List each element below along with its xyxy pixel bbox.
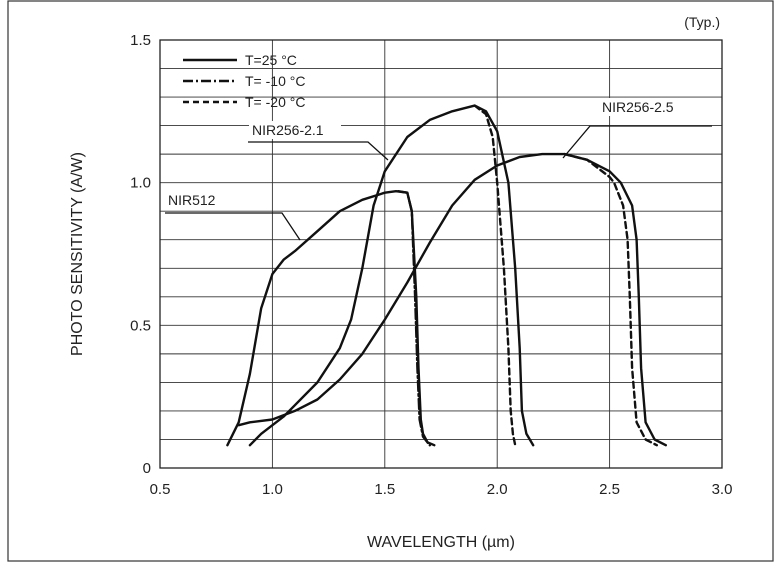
x-tick-label: 1.0 [262, 481, 283, 498]
series-line-nir512-dashdot [397, 189, 431, 447]
curve-label: NIR256-2.1 [252, 122, 324, 138]
curve-label: NIR512 [168, 192, 216, 208]
label-leader [165, 212, 301, 241]
label-background [599, 98, 691, 116]
legend-label: T=25 °C [245, 52, 297, 68]
label-leader-lines: NIR512 NIR256-2.1 NIR256-2.5 [165, 98, 712, 241]
x-tick-label: 3.0 [712, 481, 733, 498]
typ-annotation: (Typ.) [684, 14, 720, 30]
x-tick-label: 0.5 [150, 481, 171, 498]
series-line-nir256-2-1-solid [248, 104, 535, 447]
plot-area [159, 39, 723, 469]
series-line-nir256-2-1-dashed [473, 104, 517, 447]
x-tick-label: 2.5 [599, 481, 620, 498]
x-tick-label: 1.5 [374, 481, 395, 498]
label-leader [562, 125, 712, 159]
y-tick-label: 1.5 [130, 32, 151, 49]
y-tick-label: 0.5 [130, 317, 151, 334]
series-line-nir256-2-5-solid [237, 152, 667, 447]
series-line-nir256-2-5-dashed [563, 152, 658, 447]
chart-curves [226, 104, 667, 447]
label-leader [248, 141, 389, 161]
curve-label: NIR256-2.5 [602, 99, 674, 115]
y-tick-label: 1.0 [130, 175, 151, 192]
y-tick-label: 0 [143, 460, 151, 477]
label-background [165, 191, 223, 209]
legend-label: T= -10 °C [245, 73, 305, 89]
tick-labels: 0.5 1.0 1.5 2.0 2.5 3.0 0 0.5 1.0 1.5 [130, 32, 732, 498]
legend-label: T= -20 °C [245, 94, 305, 110]
label-background [249, 121, 341, 139]
x-tick-label: 2.0 [487, 481, 508, 498]
series-line-nir512-solid [226, 189, 436, 447]
x-axis-title: WAVELENGTH (µm) [367, 534, 515, 551]
y-axis-title: PHOTO SENSITIVITY (A/W) [69, 152, 86, 356]
figure-border [7, 0, 774, 562]
chart-legend: T=25 °C T= -10 °C T= -20 °C [183, 52, 305, 110]
